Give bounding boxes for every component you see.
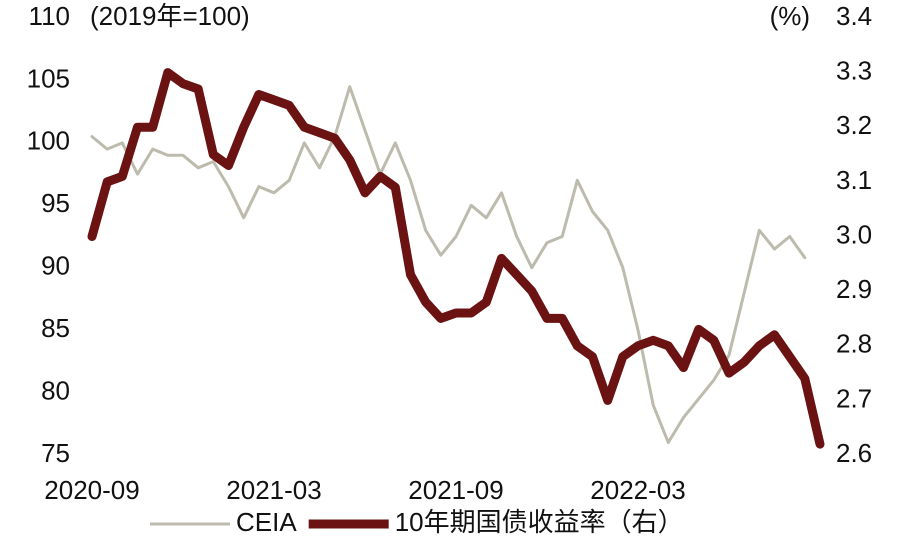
right-axis-label: (%) xyxy=(770,1,810,31)
y2-tick-label: 2.7 xyxy=(836,383,872,413)
y2-tick-label: 2.6 xyxy=(836,438,872,468)
y2-tick-label: 2.9 xyxy=(836,274,872,304)
x-tick-label: 2020-09 xyxy=(44,475,139,505)
y2-tick-label: 3.0 xyxy=(836,219,872,249)
y-tick-label: 110 xyxy=(29,1,70,31)
y-tick-label: 80 xyxy=(41,375,70,405)
y-tick-label: 95 xyxy=(41,188,70,218)
y2-tick-label: 3.4 xyxy=(836,1,872,31)
legend-label: CEIA xyxy=(236,507,297,537)
y-tick-label: 75 xyxy=(41,438,70,468)
legend-label: 10年期国债收益率（右） xyxy=(395,507,684,537)
x-tick-label: 2022-03 xyxy=(590,475,685,505)
y-tick-label: 90 xyxy=(41,251,70,281)
series-line xyxy=(90,85,807,444)
y-tick-label: 100 xyxy=(27,126,70,156)
y-tick-label: 105 xyxy=(27,63,70,93)
y2-tick-label: 3.1 xyxy=(836,165,872,195)
x-tick-label: 2021-03 xyxy=(226,475,321,505)
y-tick-label: 85 xyxy=(41,313,70,343)
series-line xyxy=(87,68,825,449)
y2-tick-label: 3.3 xyxy=(836,56,872,86)
y2-tick-label: 2.8 xyxy=(836,329,872,359)
y2-tick-label: 3.2 xyxy=(836,110,872,140)
left-axis-label: (2019年=100) xyxy=(90,1,250,31)
x-tick-label: 2021-09 xyxy=(408,475,503,505)
